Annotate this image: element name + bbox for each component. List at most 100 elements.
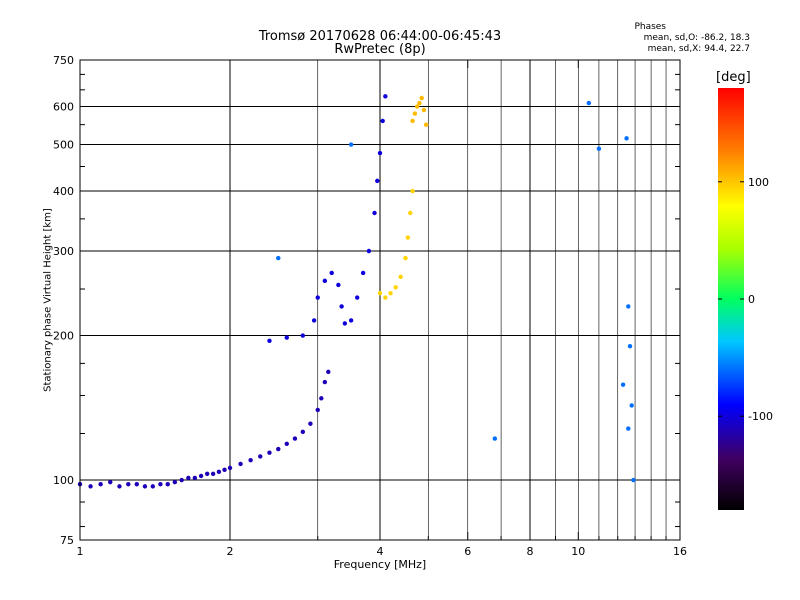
data-point bbox=[419, 95, 424, 101]
y-tick-label: 75 bbox=[60, 534, 74, 547]
x-axis-label: Frequency [MHz] bbox=[333, 558, 427, 571]
data-point bbox=[410, 188, 415, 194]
y-tick-label: 600 bbox=[53, 101, 74, 114]
data-point bbox=[300, 333, 306, 338]
data-point bbox=[423, 122, 429, 127]
data-point bbox=[88, 484, 93, 489]
y-tick-label: 750 bbox=[53, 54, 74, 67]
colorbar-tick-label: 0 bbox=[748, 293, 755, 306]
chart-title: Tromsø 20170628 06:44:00-06:45:43 bbox=[258, 29, 502, 44]
data-point bbox=[300, 429, 306, 435]
data-point bbox=[134, 482, 139, 487]
data-point bbox=[292, 436, 298, 441]
data-point bbox=[192, 475, 198, 481]
colorbar-unit-label: [deg] bbox=[716, 70, 751, 85]
data-point bbox=[315, 407, 320, 413]
data-point bbox=[348, 318, 354, 323]
data-point bbox=[586, 100, 592, 106]
x-tick-label: 1 bbox=[77, 545, 84, 558]
data-point bbox=[319, 396, 324, 401]
data-point bbox=[372, 210, 377, 216]
data-point bbox=[383, 94, 388, 99]
data-point bbox=[629, 403, 634, 408]
phases-heading: Phases bbox=[634, 22, 666, 32]
plot-frame bbox=[79, 59, 681, 541]
data-point bbox=[342, 321, 348, 326]
data-point bbox=[238, 461, 243, 467]
y-tick-label: 100 bbox=[53, 474, 74, 487]
data-point bbox=[412, 111, 418, 116]
data-point bbox=[308, 421, 313, 426]
data-point bbox=[210, 471, 216, 477]
data-point bbox=[417, 100, 422, 106]
data-point bbox=[631, 477, 636, 483]
data-point bbox=[326, 369, 331, 375]
data-point bbox=[172, 479, 178, 485]
data-point bbox=[315, 295, 320, 300]
data-point bbox=[150, 484, 156, 489]
data-point bbox=[377, 150, 383, 156]
data-point bbox=[227, 465, 233, 471]
x-tick-label: 4 bbox=[377, 545, 384, 558]
data-point bbox=[375, 178, 380, 184]
data-point bbox=[222, 467, 227, 473]
colorbar-tick-label: -100 bbox=[748, 410, 773, 423]
y-tick-label: 400 bbox=[53, 185, 74, 198]
data-points bbox=[77, 94, 636, 489]
data-point bbox=[276, 446, 281, 452]
data-point bbox=[311, 318, 317, 323]
data-point bbox=[348, 142, 354, 147]
data-point bbox=[186, 475, 191, 481]
data-point bbox=[336, 282, 341, 288]
data-point bbox=[117, 484, 122, 489]
data-point bbox=[403, 255, 408, 261]
data-point bbox=[179, 477, 184, 483]
data-point bbox=[198, 473, 204, 479]
data-point bbox=[410, 118, 415, 124]
data-point bbox=[627, 344, 633, 349]
y-tick-label: 300 bbox=[53, 245, 74, 258]
data-point bbox=[380, 118, 385, 124]
data-point bbox=[204, 471, 210, 477]
data-point bbox=[492, 436, 498, 441]
x-tick-label: 16 bbox=[673, 545, 687, 558]
data-point bbox=[276, 255, 281, 261]
data-point bbox=[620, 382, 626, 387]
chart-subtitle: RwPretec (8p) bbox=[334, 42, 426, 57]
data-point bbox=[258, 454, 263, 459]
data-point bbox=[383, 295, 388, 300]
data-point bbox=[393, 285, 398, 290]
data-point bbox=[405, 235, 411, 240]
data-point bbox=[165, 482, 170, 487]
data-point bbox=[624, 136, 629, 141]
y-tick-label: 200 bbox=[53, 330, 74, 343]
x-tick-label: 6 bbox=[464, 545, 471, 558]
colorbar-ticks: 100 0 -100 bbox=[718, 176, 773, 423]
phases-o-mode-stats: mean, sd,O: -86.2, 18.3 bbox=[643, 33, 750, 43]
data-point bbox=[626, 426, 631, 431]
colorbar-tick-label: 100 bbox=[748, 176, 769, 189]
data-point bbox=[322, 278, 328, 284]
data-point bbox=[354, 295, 360, 300]
x-tick-label: 2 bbox=[227, 545, 234, 558]
x-tick-label: 8 bbox=[527, 545, 534, 558]
y-tick-label: 500 bbox=[53, 139, 74, 152]
data-point bbox=[626, 304, 631, 309]
data-point bbox=[108, 479, 113, 485]
phase-colorbar bbox=[718, 88, 744, 510]
data-point bbox=[408, 210, 413, 216]
data-point bbox=[267, 450, 272, 455]
data-point bbox=[366, 248, 372, 254]
data-point bbox=[126, 482, 131, 487]
data-point bbox=[98, 482, 103, 487]
data-point bbox=[421, 107, 427, 113]
phases-x-mode-stats: mean, sd,X: 94.4, 22.7 bbox=[647, 44, 750, 54]
data-point bbox=[142, 484, 148, 489]
data-point bbox=[267, 338, 272, 344]
data-point bbox=[388, 291, 393, 296]
data-point bbox=[398, 274, 403, 280]
data-point bbox=[339, 304, 344, 309]
data-point bbox=[248, 457, 253, 463]
grid-lines bbox=[80, 60, 680, 540]
